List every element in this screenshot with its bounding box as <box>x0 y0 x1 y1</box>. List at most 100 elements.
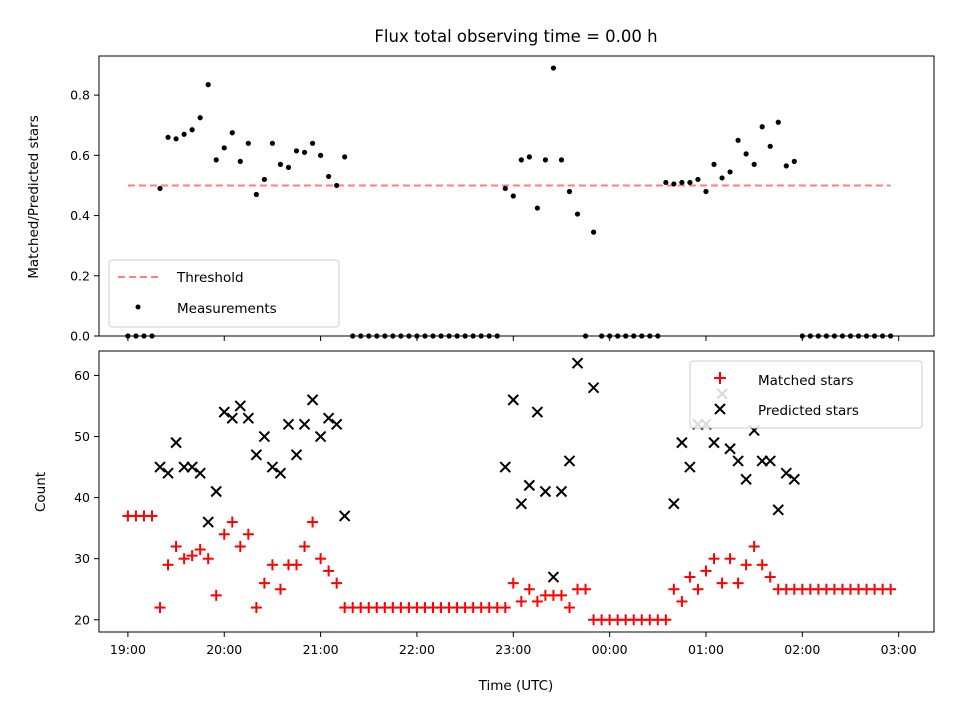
predicted-point <box>202 516 214 528</box>
matched-point <box>716 577 728 589</box>
predicted-point <box>258 430 271 443</box>
x-axis-label: Time (UTC) <box>478 678 554 694</box>
measurement-point <box>237 158 243 164</box>
measurement-point <box>221 145 227 151</box>
matched-point <box>531 595 543 607</box>
predicted-point <box>708 436 720 449</box>
bottom-y-tick-label: 30 <box>74 551 90 566</box>
matched-point <box>580 583 592 595</box>
matched-point <box>210 589 222 601</box>
measurement-point <box>687 179 693 186</box>
measurement-point <box>743 151 749 157</box>
predicted-point <box>266 461 279 473</box>
matched-point <box>885 583 897 595</box>
matched-point <box>668 583 680 595</box>
top-y-tick-label: 0.6 <box>70 148 90 163</box>
measurement-point <box>277 161 284 167</box>
predicted-point <box>515 498 528 510</box>
measurement-point <box>775 119 781 125</box>
predicted-point <box>780 467 792 479</box>
legend-predicted-label: Predicted stars <box>758 403 859 419</box>
matched-point <box>242 528 254 540</box>
matched-point <box>266 559 278 571</box>
matched-point <box>732 577 744 589</box>
legend-measurements-marker <box>135 304 141 310</box>
matched-point <box>708 553 720 565</box>
measurement-point <box>663 179 669 186</box>
x-tick-label: 21:00 <box>303 642 339 657</box>
predicted-point <box>507 394 519 406</box>
matched-point <box>250 602 262 614</box>
top-y-axis-label: Matched/Predicted stars <box>26 115 42 278</box>
predicted-point <box>523 479 536 492</box>
bottom-y-tick-label: 60 <box>74 368 90 383</box>
predicted-point <box>218 406 230 418</box>
measurement-point <box>326 173 332 180</box>
measurement-point <box>253 191 259 198</box>
matched-point <box>226 516 238 528</box>
matched-point <box>692 583 704 595</box>
x-tick-label: 19:00 <box>110 642 146 657</box>
measurement-point <box>558 157 565 163</box>
matched-point <box>274 583 286 595</box>
predicted-point <box>668 498 680 510</box>
measurement-point <box>695 176 701 183</box>
predicted-point <box>234 400 247 412</box>
predicted-point <box>210 485 222 498</box>
x-tick-label: 20:00 <box>206 642 242 657</box>
bottom-legend: Matched stars Predicted stars <box>689 360 923 429</box>
predicted-point <box>555 485 568 498</box>
measurement-point <box>550 65 557 71</box>
matched-point <box>331 577 343 589</box>
matched-point <box>684 571 696 583</box>
predicted-point <box>531 406 544 418</box>
predicted-point <box>322 412 335 424</box>
measurement-point <box>751 161 757 167</box>
measurement-point <box>181 131 187 137</box>
measurement-point <box>165 134 171 140</box>
predicted-point <box>676 436 688 449</box>
measurement-point <box>285 164 292 170</box>
top-legend-box <box>108 259 340 328</box>
predicted-point <box>186 461 198 473</box>
predicted-point <box>314 430 327 443</box>
measurement-point <box>189 127 195 133</box>
measurement-point <box>518 157 524 163</box>
matched-point <box>764 571 776 583</box>
x-tick-label: 22:00 <box>399 642 435 657</box>
matched-point <box>162 559 174 571</box>
predicted-point <box>563 455 576 467</box>
measurement-point <box>293 148 300 154</box>
predicted-point <box>764 455 776 467</box>
predicted-point <box>330 418 343 431</box>
measurement-point <box>526 154 532 160</box>
legend-threshold-label: Threshold <box>176 270 244 286</box>
top-y-tick-label: 0.4 <box>70 208 90 223</box>
measurement-point <box>566 188 573 195</box>
x-tick-label: 00:00 <box>592 642 628 657</box>
legend-matched-marker <box>714 372 726 384</box>
predicted-point <box>539 485 552 498</box>
predicted-point <box>587 381 600 394</box>
matched-point <box>315 553 327 565</box>
legend-predicted-marker <box>714 403 726 415</box>
matched-point <box>258 577 270 589</box>
measurement-point <box>342 154 348 160</box>
top-y-tick-label: 0.8 <box>70 88 90 103</box>
x-tick-label: 02:00 <box>784 642 820 657</box>
predicted-point <box>290 449 303 461</box>
measurement-point <box>301 149 308 155</box>
measurement-point <box>309 140 316 146</box>
bottom-y-tick-label: 20 <box>74 612 90 627</box>
measurement-point <box>679 179 685 186</box>
bottom-legend-box <box>689 360 923 429</box>
measurement-point <box>502 185 508 192</box>
predicted-point <box>154 461 166 473</box>
predicted-point <box>242 412 255 424</box>
measurement-point <box>317 152 324 158</box>
measurement-point <box>791 158 797 164</box>
measurement-point <box>205 82 211 88</box>
measurement-point <box>759 124 765 130</box>
predicted-point <box>338 510 351 522</box>
measurement-point <box>534 205 540 211</box>
